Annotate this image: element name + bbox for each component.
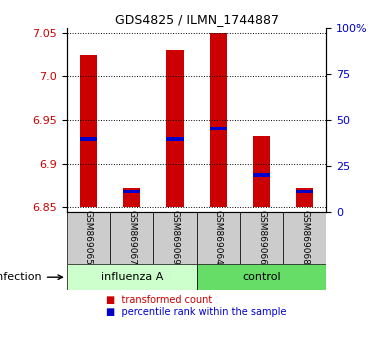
Bar [210, 33, 227, 207]
Bar [166, 137, 184, 141]
Bar [210, 127, 227, 131]
Text: GSM869064: GSM869064 [214, 210, 223, 266]
FancyBboxPatch shape [110, 212, 153, 264]
Bar [296, 190, 313, 193]
FancyBboxPatch shape [153, 212, 197, 264]
Text: infection: infection [0, 272, 62, 282]
Text: GSM869068: GSM869068 [301, 210, 309, 266]
FancyBboxPatch shape [197, 264, 326, 290]
Text: GSM869069: GSM869069 [171, 210, 180, 266]
Text: GSM869066: GSM869066 [257, 210, 266, 266]
FancyBboxPatch shape [67, 212, 110, 264]
Bar [296, 188, 313, 207]
Bar [80, 55, 97, 207]
FancyBboxPatch shape [240, 212, 283, 264]
Text: control: control [242, 272, 281, 282]
Text: GSM869065: GSM869065 [84, 210, 93, 266]
FancyBboxPatch shape [197, 212, 240, 264]
Text: GSM869067: GSM869067 [127, 210, 136, 266]
FancyBboxPatch shape [67, 264, 197, 290]
Bar [166, 50, 184, 207]
Bar [80, 137, 97, 141]
Bar [123, 190, 140, 193]
Bar [123, 188, 140, 207]
Bar [253, 173, 270, 177]
Title: GDS4825 / ILMN_1744887: GDS4825 / ILMN_1744887 [115, 13, 279, 26]
Bar [253, 136, 270, 207]
Text: influenza A: influenza A [101, 272, 163, 282]
Text: ■  transformed count: ■ transformed count [106, 295, 212, 305]
FancyBboxPatch shape [283, 212, 326, 264]
Text: ■  percentile rank within the sample: ■ percentile rank within the sample [106, 307, 286, 317]
